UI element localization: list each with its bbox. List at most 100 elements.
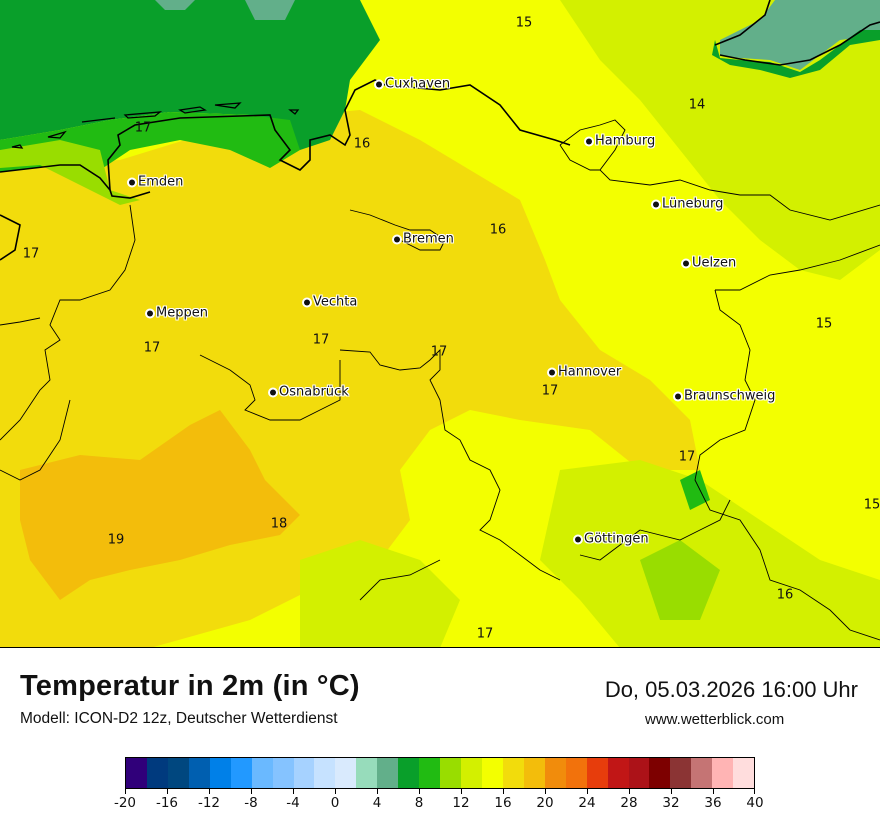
colorbar-tick-mark xyxy=(503,789,504,794)
colorbar-tick-label: 32 xyxy=(662,795,680,811)
colorbar-tick-label: -4 xyxy=(286,795,300,811)
city-marker: Meppen xyxy=(147,306,208,321)
city-label: Osnabrück xyxy=(279,384,349,400)
colorbar-tick-mark xyxy=(209,789,210,794)
colorbar-tick-mark xyxy=(335,789,336,794)
city-dot-icon xyxy=(549,369,555,375)
temperature-value-label: 17 xyxy=(134,120,152,136)
model-subtitle: Modell: ICON-D2 12z, Deutscher Wetterdie… xyxy=(20,710,338,727)
colorbar-segment xyxy=(377,758,399,788)
temperature-value-label: 15 xyxy=(815,316,833,332)
colorbar-tick-mark xyxy=(671,789,672,794)
city-marker: Braunschweig xyxy=(675,389,775,404)
colorbar-segment xyxy=(146,758,168,788)
colorbar-tick-label: -16 xyxy=(155,795,179,811)
city-marker: Uelzen xyxy=(683,256,736,271)
colorbar-tick-mark xyxy=(293,789,294,794)
city-marker: Lüneburg xyxy=(653,197,723,212)
colorbar-tick-label: -8 xyxy=(244,795,258,811)
colorbar-tick-label: 28 xyxy=(620,795,638,811)
colorbar-tick-mark xyxy=(167,789,168,794)
city-label: Emden xyxy=(138,174,184,190)
colorbar-tick-mark xyxy=(713,789,714,794)
temperature-value-label: 17 xyxy=(22,246,40,262)
temperature-value-label: 16 xyxy=(489,222,507,238)
city-label: Braunschweig xyxy=(684,388,776,404)
city-label: Uelzen xyxy=(692,255,737,271)
city-dot-icon xyxy=(129,179,135,185)
colorbar-segment xyxy=(251,758,273,788)
colorbar-segment xyxy=(481,758,503,788)
colorbar-tick-label: 16 xyxy=(494,795,512,811)
city-dot-icon xyxy=(683,260,689,266)
colorbar-segment xyxy=(461,758,482,788)
temperature-value-label: 17 xyxy=(143,340,161,356)
temperature-value-label: 17 xyxy=(678,449,696,465)
map-title: Temperatur in 2m (in °C) xyxy=(20,670,360,702)
city-label: Göttingen xyxy=(584,531,649,547)
city-label: Hamburg xyxy=(595,133,656,149)
temperature-value-label: 18 xyxy=(270,516,288,532)
city-label: Cuxhaven xyxy=(385,76,451,92)
colorbar-segment xyxy=(565,758,587,788)
city-dot-icon xyxy=(394,236,400,242)
city-dot-icon xyxy=(147,310,153,316)
temperature-value-label: 15 xyxy=(515,15,533,31)
colorbar-segment xyxy=(523,758,545,788)
colorbar-segment xyxy=(649,758,671,788)
colorbar-segment xyxy=(440,758,461,788)
colorbar-tick-label: 0 xyxy=(330,795,340,811)
temperature-colorbar xyxy=(125,757,755,789)
city-marker: Osnabrück xyxy=(270,385,349,400)
colorbar-segment xyxy=(419,758,441,788)
valid-datetime: Do, 05.03.2026 16:00 Uhr xyxy=(604,677,858,702)
colorbar-segment xyxy=(607,758,629,788)
city-dot-icon xyxy=(376,81,382,87)
colorbar-tick-mark xyxy=(545,789,546,794)
colorbar-tick-label: 4 xyxy=(372,795,382,811)
city-label: Lüneburg xyxy=(662,196,724,212)
colorbar-segment xyxy=(335,758,357,788)
colorbar-segment xyxy=(314,758,336,788)
colorbar-segment xyxy=(356,758,378,788)
colorbar-tick-mark xyxy=(419,789,420,794)
colorbar-tick-mark xyxy=(461,789,462,794)
colorbar-segment xyxy=(628,758,650,788)
colorbar-segment xyxy=(293,758,315,788)
colorbar-tick-label: 8 xyxy=(414,795,424,811)
city-label: Meppen xyxy=(156,305,208,321)
temperature-value-label: 16 xyxy=(353,136,371,152)
colorbar-segment xyxy=(586,758,608,788)
temperature-value-label: 19 xyxy=(107,532,125,548)
colorbar-tick-label: -20 xyxy=(113,795,137,811)
colorbar-tick-mark xyxy=(377,789,378,794)
temperature-value-label: 15 xyxy=(863,497,880,513)
colorbar-tick-mark xyxy=(754,789,755,794)
temperature-value-label: 17 xyxy=(476,626,494,642)
colorbar-segment xyxy=(126,758,147,788)
website-link[interactable]: www.wetterblick.com xyxy=(645,711,785,728)
temperature-value-label: 17 xyxy=(312,332,330,348)
colorbar-segment xyxy=(230,758,252,788)
colorbar-segment xyxy=(167,758,189,788)
city-dot-icon xyxy=(304,299,310,305)
colorbar-segment xyxy=(712,758,734,788)
colorbar-tick-mark xyxy=(125,789,126,794)
city-dot-icon xyxy=(586,138,592,144)
colorbar-segment xyxy=(691,758,713,788)
colorbar-segment xyxy=(272,758,294,788)
colorbar-tick-label: 24 xyxy=(578,795,596,811)
city-marker: Göttingen xyxy=(575,532,649,547)
temperature-value-label: 17 xyxy=(430,344,448,360)
colorbar-tick-label: 36 xyxy=(704,795,722,811)
city-label: Bremen xyxy=(403,231,454,247)
city-marker: Emden xyxy=(129,175,183,190)
temperature-field xyxy=(0,0,880,647)
colorbar-tick-label: 20 xyxy=(536,795,554,811)
colorbar-tick-label: 40 xyxy=(746,795,764,811)
city-dot-icon xyxy=(575,536,581,542)
colorbar-ticks: -20 -16 -12 -8 -4 0 4 8 12 16 20 24 28 32 36 40 xyxy=(114,789,764,819)
colorbar-tick-label: -12 xyxy=(197,795,221,811)
city-marker: Cuxhaven xyxy=(376,77,450,92)
temperature-value-label: 16 xyxy=(776,587,794,603)
